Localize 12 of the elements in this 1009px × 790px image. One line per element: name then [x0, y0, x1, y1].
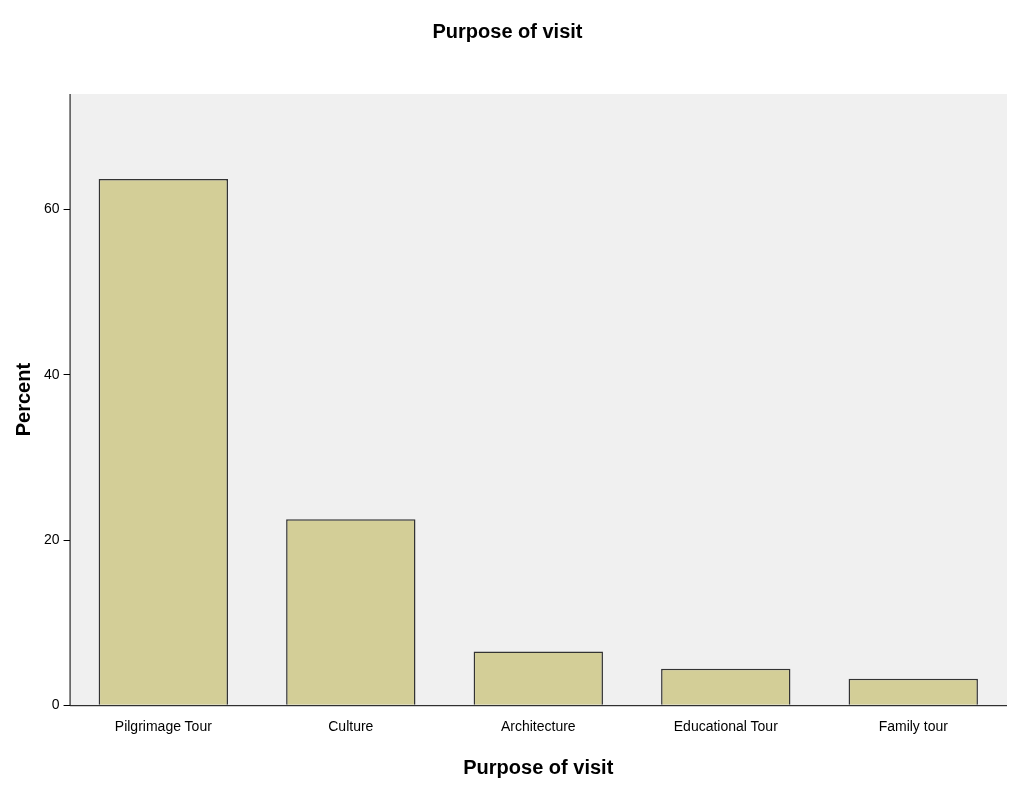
x-tick-label: Architecture — [500, 718, 576, 735]
x-tick-label: Educational Tour — [673, 718, 779, 735]
y-axis-title: Percent — [11, 362, 34, 437]
x-tick-label: Pilgrimage Tour — [114, 718, 213, 735]
y-tick-label: 0 — [51, 696, 60, 713]
chart-title: Purpose of visit — [432, 19, 583, 42]
x-axis-title: Purpose of visit — [463, 755, 614, 778]
y-tick-label: 40 — [43, 365, 60, 382]
x-tick-label: Culture — [328, 718, 374, 735]
y-tick-label: 60 — [43, 200, 60, 217]
x-tick-label: Family tour — [878, 718, 949, 735]
y-tick-label: 20 — [43, 530, 60, 547]
